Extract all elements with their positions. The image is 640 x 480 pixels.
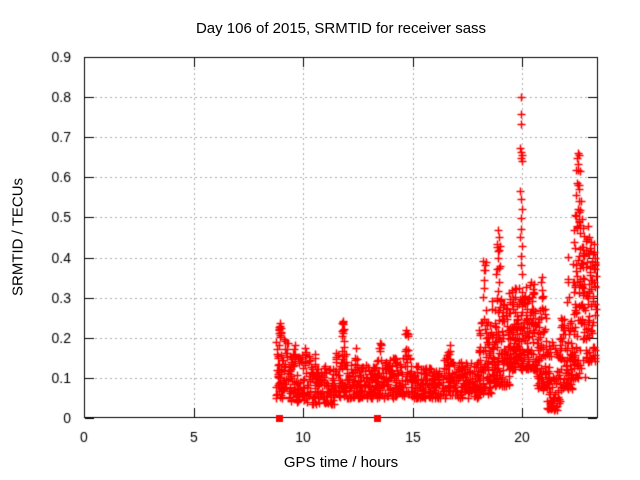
x-axis-label: GPS time / hours bbox=[283, 454, 399, 471]
y-axis-label: SRMTID / TECUs bbox=[9, 177, 27, 297]
chart-title: Day 106 of 2015, SRMTID for receiver sas… bbox=[195, 20, 487, 37]
